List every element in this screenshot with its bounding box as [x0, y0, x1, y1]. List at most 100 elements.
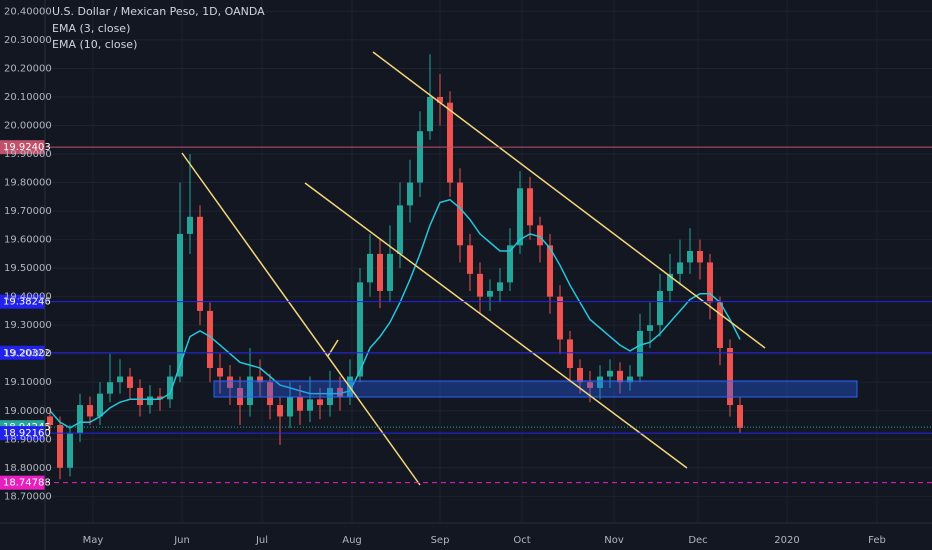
- candle-body: [107, 382, 113, 394]
- x-tick-label: Feb: [868, 535, 886, 546]
- level-label: 19.38246: [3, 297, 51, 308]
- y-tick-label: 20.10000: [4, 92, 52, 103]
- candle-body: [657, 290, 663, 326]
- candle-body: [287, 396, 293, 417]
- candle-body: [427, 96, 433, 132]
- candle-body: [207, 310, 213, 368]
- candle-body: [547, 245, 553, 297]
- candle-body: [457, 182, 463, 246]
- x-tick-label: Sep: [431, 535, 450, 546]
- candle-body: [727, 348, 733, 406]
- trend-line: [372, 51, 766, 349]
- candle-body: [147, 396, 153, 406]
- candle-body: [327, 387, 333, 406]
- candle-body: [717, 302, 723, 348]
- candle-body: [677, 262, 683, 274]
- trend-line: [181, 152, 421, 486]
- candle-body: [167, 376, 173, 400]
- candle-body: [67, 433, 73, 468]
- x-tick-label: Jun: [173, 535, 190, 546]
- x-tick-label: Oct: [513, 535, 530, 546]
- candle-body: [297, 396, 303, 411]
- candle-body: [227, 376, 233, 388]
- y-tick-label: 19.20000: [4, 349, 52, 360]
- candle-body: [607, 370, 613, 377]
- candle-body: [137, 387, 143, 406]
- y-tick-label: 18.80000: [4, 463, 52, 474]
- x-tick-label: Nov: [604, 535, 624, 546]
- grid: [45, 0, 932, 522]
- candle-body: [87, 405, 93, 417]
- x-tick-label: Dec: [688, 535, 707, 546]
- candle-body: [117, 376, 123, 383]
- level-label: 18.92160: [3, 428, 51, 439]
- candle-body: [467, 245, 473, 274]
- candle-body: [357, 282, 363, 377]
- candle-body: [417, 131, 423, 183]
- candle-body: [97, 393, 103, 417]
- candle-body: [337, 387, 343, 397]
- candle-body: [697, 251, 703, 263]
- candle-body: [197, 216, 203, 311]
- y-tick-label: 19.10000: [4, 377, 52, 388]
- candle-body: [587, 382, 593, 388]
- candle-body: [577, 367, 583, 383]
- candle-body: [57, 425, 63, 468]
- candle-body: [437, 96, 443, 103]
- level-label: 18.74788: [3, 478, 51, 489]
- level-label-bg: [0, 426, 45, 441]
- candle-body: [497, 282, 503, 291]
- candle-body: [507, 245, 513, 283]
- y-tick-label: 20.30000: [4, 35, 52, 46]
- candle-body: [627, 376, 633, 383]
- drawings: [181, 51, 858, 486]
- y-tick-label: 19.30000: [4, 320, 52, 331]
- legend-entry: EMA (3, close): [52, 22, 130, 35]
- candle-body: [367, 253, 373, 283]
- y-tick-label: 19.60000: [4, 235, 52, 246]
- y-tick-label: 19.40000: [4, 292, 52, 303]
- x-tick-label: Jul: [255, 535, 268, 546]
- y-tick-label: 20.20000: [4, 63, 52, 74]
- candle-body: [177, 233, 183, 377]
- candle-body: [557, 296, 563, 340]
- candle-body: [217, 367, 223, 377]
- candle-body: [407, 182, 413, 206]
- candle-body: [257, 376, 263, 383]
- y-tick-label: 20.40000: [4, 6, 52, 17]
- marks: [47, 54, 743, 480]
- candle-body: [737, 405, 743, 428]
- candle-body: [317, 399, 323, 406]
- candle-body: [617, 370, 623, 383]
- candle-body: [247, 376, 253, 406]
- chart-title: U.S. Dollar / Mexican Peso, 1D, OANDA: [52, 5, 265, 18]
- level-label: 19.92403: [3, 142, 51, 153]
- candle-body: [707, 262, 713, 303]
- y-tick-label: 18.90000: [4, 434, 52, 445]
- candle-body: [77, 405, 83, 434]
- level-label: 19.20322: [3, 348, 51, 359]
- candle-body: [307, 399, 313, 411]
- candle-body: [687, 251, 693, 263]
- candle-body: [477, 273, 483, 297]
- candle-body: [647, 325, 653, 331]
- y-tick-label: 19.50000: [4, 263, 52, 274]
- y-tick-label: 19.70000: [4, 206, 52, 217]
- zone: [213, 380, 858, 398]
- y-tick-label: 20.00000: [4, 121, 52, 132]
- trend-line: [327, 339, 339, 357]
- trend-line: [304, 182, 688, 469]
- x-tick-label: 2020: [774, 535, 799, 546]
- candle-body: [157, 396, 163, 400]
- candle-body: [267, 382, 273, 406]
- candle-body: [277, 405, 283, 417]
- ema-line: [49, 198, 741, 429]
- candle-body: [637, 330, 643, 377]
- candle-body: [597, 376, 603, 388]
- candle-body: [237, 387, 243, 406]
- candle-body: [447, 102, 453, 183]
- candle-body: [537, 225, 543, 246]
